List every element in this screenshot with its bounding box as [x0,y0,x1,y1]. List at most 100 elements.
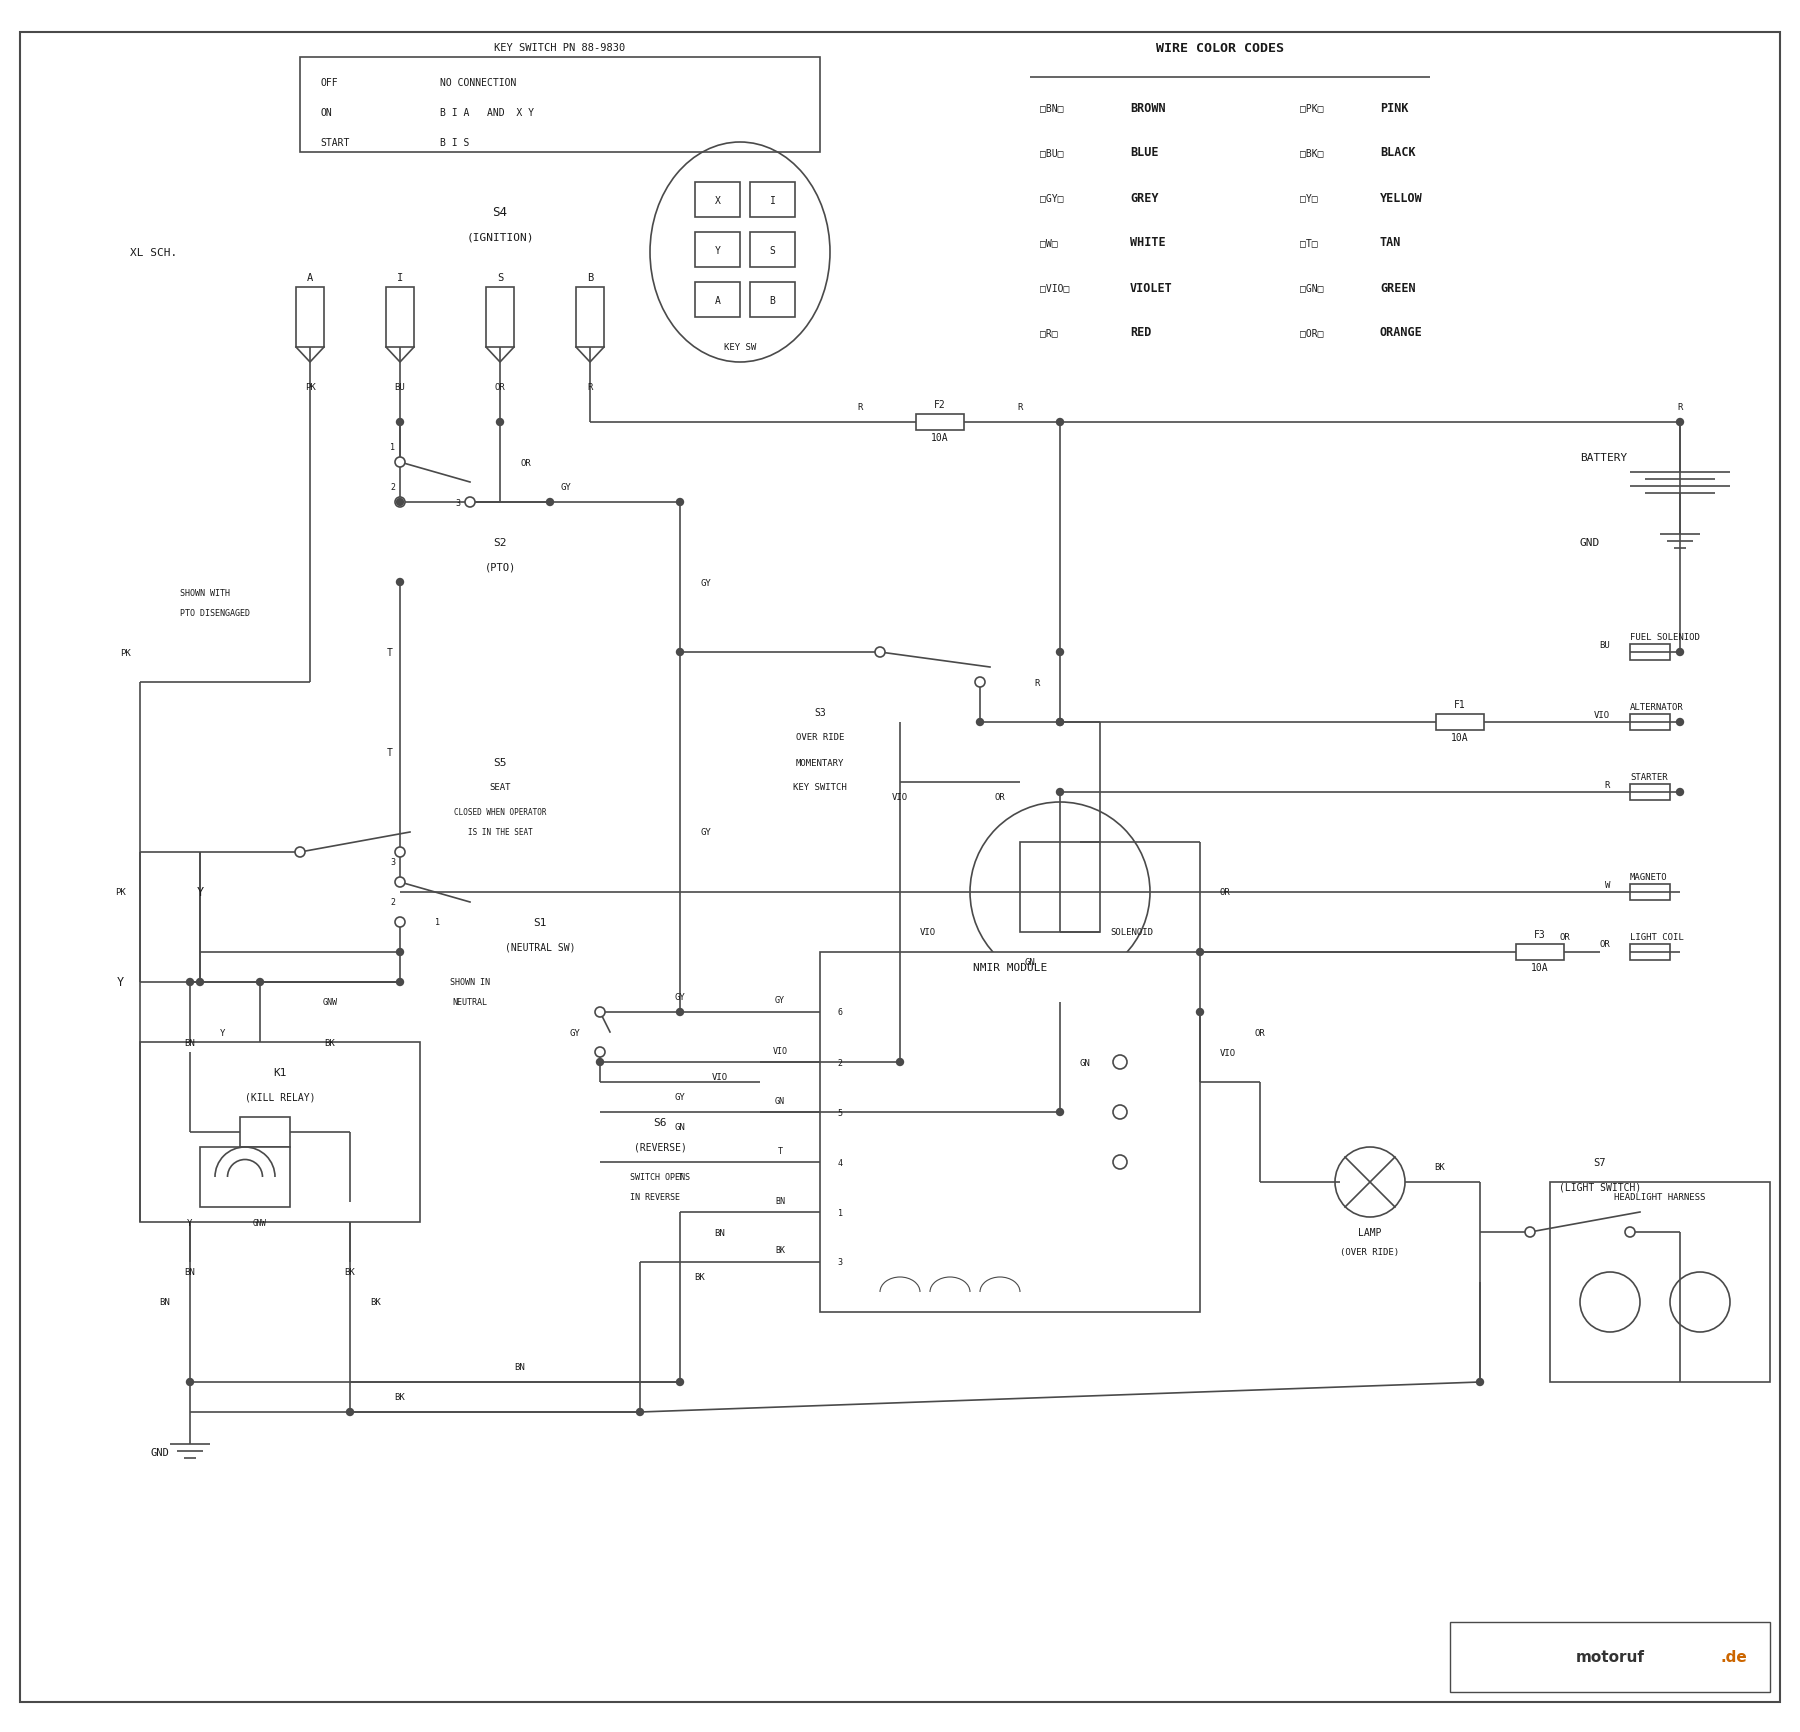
Text: 10A: 10A [931,433,949,443]
Text: BK: BK [1435,1162,1445,1173]
Text: 5: 5 [837,1108,842,1117]
Text: F3: F3 [1534,930,1546,939]
Text: 10A: 10A [1451,733,1469,743]
Circle shape [596,1008,605,1017]
Text: GREY: GREY [1130,192,1159,204]
Bar [1631,885,1670,901]
Text: □BN□: □BN□ [1040,102,1064,113]
Bar [695,232,740,268]
Bar [916,414,965,431]
Text: R: R [587,383,592,391]
Text: KEY SWITCH: KEY SWITCH [794,783,846,792]
Circle shape [464,497,475,507]
Text: VIO: VIO [713,1072,727,1082]
Circle shape [347,1408,353,1415]
Text: S4: S4 [493,206,508,220]
Circle shape [976,719,983,726]
Text: T: T [387,648,392,658]
Text: □OR□: □OR□ [1300,327,1323,338]
Text: (KILL RELAY): (KILL RELAY) [245,1093,315,1102]
Text: BK: BK [695,1273,706,1282]
Circle shape [1676,650,1683,656]
Text: PINK: PINK [1381,102,1408,114]
Circle shape [396,419,403,426]
Text: T: T [677,1173,682,1181]
Circle shape [396,578,403,585]
Text: S3: S3 [814,708,826,717]
Circle shape [1112,1155,1127,1169]
Text: GNW: GNW [322,998,338,1006]
Circle shape [1676,719,1683,726]
Circle shape [295,847,304,857]
Text: motoruf: motoruf [1575,1649,1645,1664]
Text: OR: OR [1598,940,1609,949]
Text: GY: GY [560,483,571,492]
Text: YELLOW: YELLOW [1381,192,1422,204]
Text: GNW: GNW [254,1218,266,1226]
Text: BK: BK [394,1393,405,1401]
Text: OR: OR [1255,1027,1265,1037]
Circle shape [677,499,684,506]
Circle shape [187,979,194,986]
Circle shape [1112,1055,1127,1069]
Text: GN: GN [1024,958,1035,966]
Text: I: I [396,274,403,282]
Text: 1: 1 [436,918,439,927]
Text: BK: BK [371,1297,382,1306]
Text: SOLENOID: SOLENOID [1111,928,1154,937]
Circle shape [976,677,985,688]
Bar [1451,1623,1769,1692]
Circle shape [394,918,405,927]
Text: VIO: VIO [1220,1048,1237,1057]
Circle shape [1112,1105,1127,1119]
Text: OR: OR [495,383,506,391]
Text: I: I [770,196,776,206]
Text: (PTO): (PTO) [484,563,515,573]
Text: GN: GN [1080,1058,1091,1067]
Text: S1: S1 [533,918,547,927]
Text: (LIGHT SWITCH): (LIGHT SWITCH) [1559,1183,1642,1192]
Text: □VIO□: □VIO□ [1040,282,1069,293]
Text: SWITCH OPENS: SWITCH OPENS [630,1173,689,1181]
Bar [821,953,1201,1313]
Text: R: R [1017,404,1022,412]
Text: (OVER RIDE): (OVER RIDE) [1341,1247,1400,1257]
Circle shape [677,1010,684,1017]
Text: 2: 2 [391,483,394,492]
Text: RED: RED [1130,326,1152,339]
Text: GREEN: GREEN [1381,281,1415,294]
Circle shape [394,497,405,507]
Circle shape [497,419,504,426]
Text: BK: BK [344,1268,355,1276]
Text: SHOWN WITH: SHOWN WITH [180,589,230,598]
Bar [1631,715,1670,731]
Circle shape [637,1408,644,1415]
Text: OR: OR [520,459,531,468]
Circle shape [1057,1108,1064,1115]
Text: A: A [306,274,313,282]
Circle shape [396,949,403,956]
Text: FUEL SOLENIOD: FUEL SOLENIOD [1631,634,1699,643]
Text: BLUE: BLUE [1130,147,1159,159]
Text: □BU□: □BU□ [1040,147,1064,158]
Text: □T□: □T□ [1300,237,1318,248]
Bar [1631,785,1670,800]
Circle shape [394,457,405,468]
Text: BK: BK [324,1037,335,1046]
Text: BN: BN [715,1228,725,1237]
Text: NEUTRAL: NEUTRAL [452,998,488,1006]
Text: NO CONNECTION: NO CONNECTION [439,78,517,88]
Circle shape [1057,719,1064,726]
Text: 2: 2 [391,897,394,908]
Text: R: R [1604,779,1609,790]
Bar [751,282,796,317]
Bar [751,184,796,218]
Text: OVER RIDE: OVER RIDE [796,733,844,741]
Text: BN: BN [776,1195,785,1205]
Text: K1: K1 [274,1067,286,1077]
Text: (IGNITION): (IGNITION) [466,232,535,242]
Text: BN: BN [515,1363,526,1372]
Text: S: S [770,246,776,255]
Text: BROWN: BROWN [1130,102,1166,114]
Text: 2: 2 [837,1058,842,1067]
